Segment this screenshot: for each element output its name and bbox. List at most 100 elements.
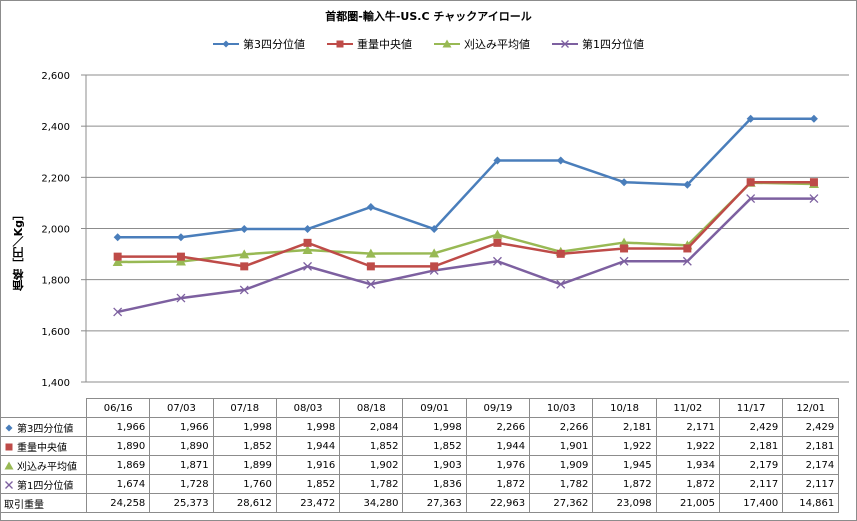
table-row-label: 取引重量 (0, 493, 87, 513)
data-point (430, 262, 439, 271)
x-tick-label: 09/01 (402, 398, 467, 418)
data-point (303, 225, 312, 234)
table-cell: 1,901 (529, 436, 594, 456)
data-point (5, 443, 13, 450)
table-cell: 1,782 (339, 474, 404, 494)
table-cell: 2,174 (782, 455, 840, 475)
table-cell: 1,871 (149, 455, 214, 475)
data-point (113, 252, 122, 261)
table-cell: 1,909 (529, 455, 594, 475)
legend-item: 重量中央値 (327, 36, 412, 52)
x-tick-label: 10/03 (529, 398, 594, 418)
table-cell: 1,998 (212, 417, 277, 437)
table-cell: 17,400 (718, 493, 784, 513)
series-line (117, 197, 814, 314)
data-point (561, 40, 569, 48)
table-series-label: 刈込み平均値 (0, 455, 87, 475)
legend-label: 第3四分位値 (243, 38, 305, 51)
series-line (117, 180, 814, 268)
table-cell: 2,429 (718, 417, 784, 437)
table-legend-key (5, 443, 13, 450)
table-cell: 1,922 (655, 436, 720, 456)
x-tick-label: 11/17 (718, 398, 784, 418)
data-point (239, 285, 249, 295)
table-cell: 2,117 (718, 474, 784, 494)
legend-swatch (434, 39, 460, 48)
data-table: 06/16 07/03 07/18 08/03 08/18 09/01 09/19 10/03… (0, 398, 840, 513)
data-point (175, 256, 186, 266)
data-point (366, 262, 375, 271)
table-cell: 28,612 (212, 493, 277, 513)
table-cell: 1,903 (402, 455, 467, 475)
data-point (493, 238, 502, 247)
data-point (302, 244, 313, 254)
x-tick-label: 08/18 (339, 398, 404, 418)
table-series-label: 第1四分位値 (0, 474, 87, 494)
table-legend-key (5, 424, 13, 431)
data-point (336, 40, 344, 48)
table-cell: 1,966 (149, 417, 214, 437)
x-tick-label: 12/01 (782, 398, 840, 418)
table-cell: 1,872 (592, 474, 657, 494)
data-point (619, 237, 630, 247)
data-point (5, 424, 13, 431)
data-point (556, 279, 566, 289)
table-corner (0, 398, 87, 418)
legend-item: 刈込み平均値 (434, 36, 530, 52)
table-cell: 2,181 (718, 436, 784, 456)
table-cell: 23,472 (275, 493, 341, 513)
table-cell: 1,916 (275, 455, 341, 475)
table-cell: 27,363 (402, 493, 467, 513)
data-point (176, 293, 186, 303)
table-cell: 1,852 (402, 436, 467, 456)
table-cell: 1,998 (275, 417, 341, 437)
legend-item: 第3四分位値 (213, 36, 305, 52)
y-tick-label: 1,600 (41, 327, 70, 338)
table-cell: 21,005 (655, 493, 720, 513)
x-tick-label: 06/16 (85, 398, 151, 418)
legend-label: 重量中央値 (357, 38, 412, 51)
legend: 第3四分位値 重量中央値 刈込み平均値 第1四分位値 (0, 36, 857, 52)
table-cell: 1,872 (465, 474, 531, 494)
data-point (112, 257, 123, 267)
data-point (556, 249, 565, 258)
y-tick-label: 2,400 (41, 122, 70, 133)
data-point (366, 203, 375, 212)
x-tick-label: 08/03 (275, 398, 341, 418)
data-point (303, 261, 313, 271)
series-line (117, 181, 814, 264)
table-series-label: 第3四分位値 (0, 417, 87, 437)
x-tick-label: 09/19 (465, 398, 531, 418)
x-tick-label: 07/18 (212, 398, 277, 418)
data-point (809, 178, 818, 187)
table-cell: 2,181 (592, 417, 657, 437)
data-point (809, 114, 818, 123)
data-point (442, 39, 452, 48)
table-cell: 1,945 (592, 455, 657, 475)
table-series-label: 重量中央値 (0, 436, 87, 456)
data-point (746, 194, 756, 204)
table-cell: 14,861 (782, 493, 840, 513)
table-cell: 1,674 (85, 474, 151, 494)
table-cell: 34,280 (339, 493, 404, 513)
table-cell: 1,728 (149, 474, 214, 494)
legend-swatch (213, 40, 239, 48)
data-point (493, 156, 502, 165)
data-point (746, 178, 755, 187)
legend-label: 刈込み平均値 (464, 38, 530, 51)
table-cell: 27,362 (529, 493, 594, 513)
data-point (619, 256, 629, 266)
table-cell: 1,836 (402, 474, 467, 494)
chart-title: 首都圏-輸入牛-US.C チャックアイロール (325, 10, 532, 23)
table-cell: 25,373 (149, 493, 214, 513)
table-cell: 1,852 (212, 436, 277, 456)
table-cell: 1,944 (275, 436, 341, 456)
table-cell: 1,976 (465, 455, 531, 475)
table-cell: 1,852 (275, 474, 341, 494)
table-legend-key (4, 461, 14, 469)
data-point (240, 262, 249, 271)
table-cell: 1,899 (212, 455, 277, 475)
data-point (239, 249, 250, 259)
table-cell: 24,258 (85, 493, 151, 513)
